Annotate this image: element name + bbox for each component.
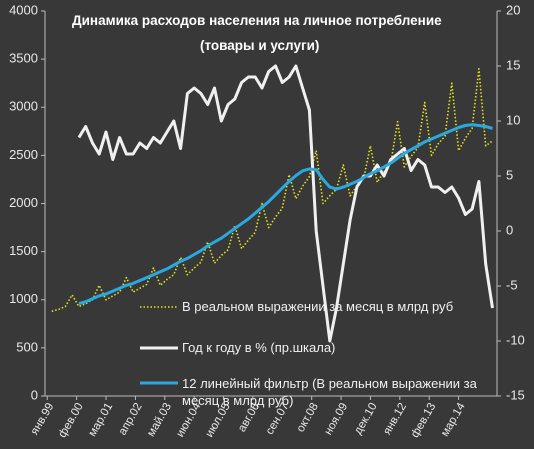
x-tick-label: мар.01 (87, 401, 116, 439)
x-tick-label: янв.99 (29, 401, 57, 437)
x-tick-label: фев.00 (56, 401, 85, 440)
y2-tick-label: 20 (506, 2, 520, 17)
legend-label: В реальном выражении за месяц в млрд руб (182, 299, 454, 314)
y2-tick-label: -5 (506, 277, 518, 292)
chart-subtitle: (товары и услуги) (200, 38, 320, 53)
x-tick-label: апр.02 (117, 401, 145, 437)
chart-title: Динамика расходов населения на личное по… (72, 13, 442, 28)
series-line (78, 123, 493, 306)
y2-tick-label: 15 (506, 57, 520, 72)
y-tick-label: 0 (31, 387, 38, 402)
y-tick-label: 1500 (9, 243, 38, 258)
series-line (51, 68, 493, 313)
series-line (77, 64, 494, 343)
y-tick-label: 4000 (9, 2, 38, 17)
x-tick-label: май.03 (145, 401, 174, 439)
y2-tick-label: -10 (506, 332, 525, 347)
y-tick-label: 2500 (9, 147, 38, 162)
legend-label: Год к году в % (пр.шкала) (182, 340, 336, 355)
y2-tick-label: 5 (506, 167, 513, 182)
y2-tick-label: 10 (506, 112, 520, 127)
y-tick-label: 2000 (9, 195, 38, 210)
y-tick-label: 3000 (9, 99, 38, 114)
legend-label: 12 линейный фильтр (В реальном выражении… (182, 376, 477, 408)
y2-tick-label: 0 (506, 222, 513, 237)
y-tick-label: 1000 (9, 291, 38, 306)
y-tick-label: 500 (16, 339, 38, 354)
y-tick-label: 3500 (9, 51, 38, 66)
y2-tick-label: -15 (506, 387, 525, 402)
